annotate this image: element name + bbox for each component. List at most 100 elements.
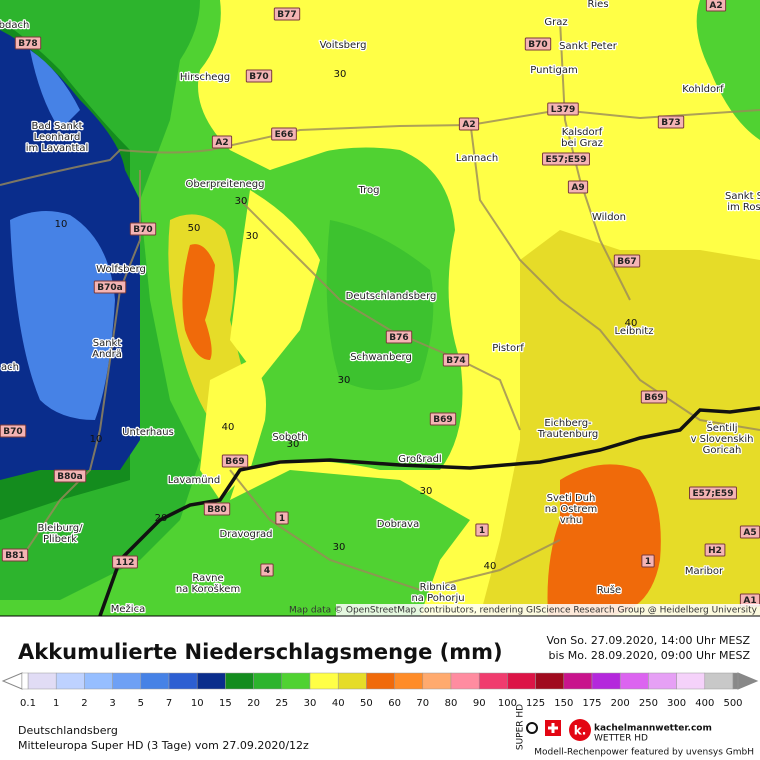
road-label: A2 <box>215 138 228 148</box>
road-label: B80a <box>57 472 82 482</box>
road-shield <box>245 69 273 83</box>
scale-label: 175 <box>582 698 601 709</box>
attribution: Map data © OpenStreetMap contributors, r… <box>289 606 758 616</box>
logo-k <box>569 719 591 741</box>
contour-label: 40 <box>625 318 638 329</box>
place-label: Mežica <box>111 603 145 615</box>
road-label: B67 <box>617 257 636 267</box>
road-label: 1 <box>279 514 285 524</box>
road-label: A1 <box>743 596 756 606</box>
road-shield <box>640 390 668 404</box>
road-label: A2 <box>462 120 475 130</box>
place-label: Voitsberg <box>320 40 367 51</box>
road-label: H2 <box>708 546 722 556</box>
footer: Deutschlandsberg Mitteleuropa Super HD (… <box>18 704 754 758</box>
place-label: na Koroškem <box>176 583 240 595</box>
scale-swatch <box>704 672 734 690</box>
road-label: A5 <box>743 528 756 538</box>
road-shield <box>385 330 413 344</box>
scale-label: 90 <box>473 698 486 709</box>
scale-swatch-edge <box>732 672 739 690</box>
scale-label: 20 <box>247 698 260 709</box>
road-label: B70 <box>249 72 268 82</box>
precip-40-50 <box>480 230 760 616</box>
road-label: B81 <box>5 551 24 561</box>
scale-swatch <box>140 672 170 690</box>
road-label: B76 <box>389 333 408 343</box>
place-label: Kohldorf <box>682 84 724 95</box>
road-shield <box>129 222 157 236</box>
scale-swatch <box>366 672 395 690</box>
badge: SUPER HD <box>516 704 526 750</box>
precip-25-30 <box>696 0 760 140</box>
road-label: E57;E59 <box>693 489 734 499</box>
precip-30-40 <box>230 190 320 380</box>
road-shield <box>0 424 27 438</box>
contour-label: 30 <box>420 486 433 497</box>
legend: Akkumulierte Niederschlagsmenge (mm) Von… <box>1 634 759 709</box>
road-shield <box>689 486 737 500</box>
scale-label: 200 <box>611 698 630 709</box>
site: kachelmannwetter.com <box>594 724 712 734</box>
scale-swatch <box>535 672 565 690</box>
scale-label: 250 <box>639 698 658 709</box>
scale-swatch <box>168 672 198 690</box>
road-label: 1 <box>479 526 485 536</box>
precip-50-60 <box>547 464 661 616</box>
scale-swatch <box>676 672 706 690</box>
road-shield <box>704 543 726 557</box>
scale-swatch <box>309 672 339 690</box>
place-label: Sankt S <box>725 191 760 202</box>
place-label: Andrä <box>92 349 122 360</box>
road-shield <box>221 454 249 468</box>
scale-label: 15 <box>219 698 232 709</box>
place-label: Dobrava <box>377 519 419 530</box>
scale-swatch <box>478 672 508 690</box>
place-label: Schwanberg <box>350 352 412 363</box>
road-label: A2 <box>709 1 722 11</box>
location: Deutschlandsberg <box>18 724 118 737</box>
precip-5-7 <box>30 50 80 130</box>
road-shield <box>203 502 231 516</box>
place-label: bdach <box>0 20 29 31</box>
road-shield <box>475 523 489 537</box>
period-start: Von So. 27.09.2020, 14:00 Uhr MESZ <box>546 634 750 647</box>
scale-label: 500 <box>723 698 742 709</box>
color-scale: 0.1 1 2 3 5 7 10 15 20 25 30 40 50 60 70 80 90 100 125 150 1… <box>20 672 743 709</box>
road-label: B69 <box>644 393 663 403</box>
road-shield <box>275 511 289 525</box>
logo-cross <box>548 723 558 733</box>
road-label: B74 <box>446 356 465 366</box>
scale-swatch-edge <box>21 672 29 690</box>
place-label: Leibnitz <box>615 326 654 337</box>
place-label: Unterhaus <box>122 427 174 438</box>
place-label: Pliberk <box>43 534 77 545</box>
road-shield <box>271 127 297 141</box>
scale-label: 7 <box>166 698 172 709</box>
scale-label: 300 <box>667 698 686 709</box>
road-label: 112 <box>116 558 135 568</box>
road-label: B69 <box>225 457 244 467</box>
road-label: B73 <box>661 118 680 128</box>
scale-label: 50 <box>360 698 373 709</box>
model-run: Mitteleuropa Super HD (3 Tage) vom 27.09… <box>18 739 309 752</box>
road-shield <box>547 102 579 116</box>
place-label: Bleiburg/ <box>38 523 84 534</box>
scale-label: 0.1 <box>20 698 36 709</box>
period-end: bis Mo. 28.09.2020, 09:00 Uhr MESZ <box>549 649 751 662</box>
place-label: Puntigam <box>530 65 577 76</box>
precip-20-25 <box>326 220 434 390</box>
contour-label: 30 <box>338 375 351 386</box>
place-label: Graz <box>544 17 567 28</box>
scale-swatch <box>281 672 311 690</box>
contour-label: 40 <box>484 561 497 572</box>
road-shield <box>613 254 641 268</box>
scale-arrow-left <box>1 672 23 690</box>
road-shield <box>260 563 274 577</box>
site-sub: WETTER HD <box>594 734 648 744</box>
place-label: na Pohorju <box>411 593 464 604</box>
place-label: Ruše <box>597 584 621 596</box>
scale-swatch <box>648 672 677 690</box>
place-label: Dravograd <box>220 529 273 540</box>
